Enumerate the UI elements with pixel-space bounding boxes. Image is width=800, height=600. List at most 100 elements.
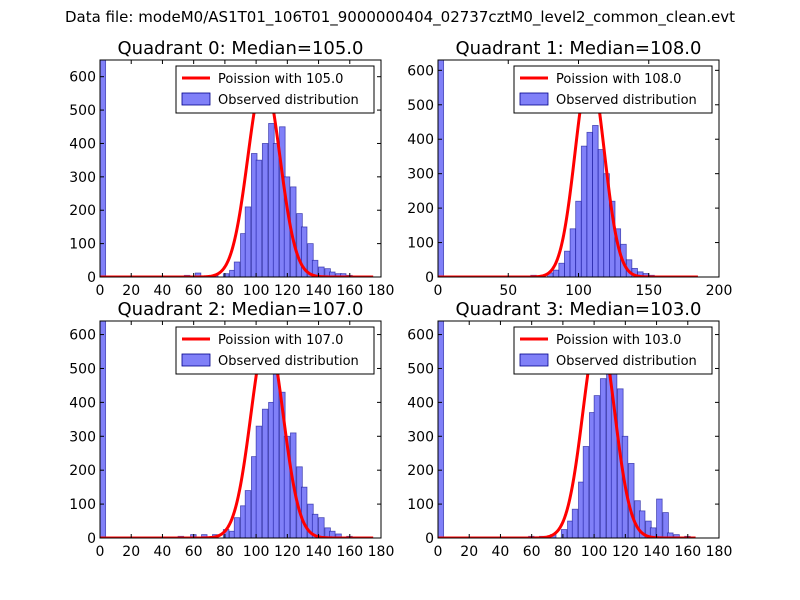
legend-bar-swatch [181,353,211,367]
x-tick-label: 140 [305,283,332,299]
histogram-bar [592,125,599,277]
panel-title: Quadrant 1: Median=108.0 [456,38,702,59]
histogram-bar [233,261,241,277]
histogram-bar [638,510,646,538]
y-tick-label: 600 [407,328,434,344]
legend-label-poisson: Poission with 103.0 [556,333,681,348]
x-tick-label: 160 [674,544,701,560]
y-tick-label: 0 [87,270,96,286]
histogram-bar [272,143,280,277]
histogram-bar [571,508,579,538]
x-tick-label: 0 [434,544,443,560]
x-tick-label: 20 [460,544,478,560]
x-tick-label: 100 [243,283,270,299]
histogram-bar [558,262,565,277]
histogram-bar [564,250,571,277]
histogram-bar [656,498,663,538]
y-tick-label: 300 [69,429,96,445]
histogram-bar [300,226,308,277]
x-tick-label: 200 [706,283,733,299]
x-tick-label: 100 [565,283,592,299]
legend-label-poisson: Poission with 108.0 [556,72,681,87]
panel-data [438,60,699,277]
y-tick-label: 100 [407,236,434,252]
x-tick-label: 50 [499,283,517,299]
histogram-bar [673,534,680,538]
x-tick-label: 140 [643,544,670,560]
histogram-bar [599,378,607,538]
histogram-bar [100,60,107,277]
y-tick-label: 400 [69,395,96,411]
y-tick-label: 500 [407,98,434,114]
histogram-bar [438,60,445,277]
x-tick-label: 40 [154,283,172,299]
histogram-bar [569,228,577,277]
histogram-bar [575,200,582,277]
x-tick-label: 180 [368,283,395,299]
y-tick-label: 100 [69,497,96,513]
y-tick-label: 0 [425,531,434,547]
y-tick-label: 600 [407,63,434,79]
histogram-bar [329,271,336,277]
histogram-bar [233,517,241,538]
x-tick-label: 40 [492,544,510,560]
histogram-bar [255,425,263,538]
y-tick-label: 300 [407,429,434,445]
axes-frame [99,320,382,539]
y-tick-label: 300 [407,167,434,183]
histogram-bar [586,131,593,277]
legend-label-poisson: Poission with 107.0 [218,333,343,348]
x-tick-label: 100 [243,544,270,560]
histogram-bar [597,149,605,277]
legend-label-observed: Observed distribution [556,354,697,369]
figure-suptitle: Data file: modeM0/AS1T01_106T01_90000004… [64,8,736,26]
histogram-bar [582,446,590,538]
histogram-bar [593,395,601,538]
x-tick-label: 120 [274,544,301,560]
y-tick-label: 500 [69,103,96,119]
x-tick-label: 0 [96,544,105,560]
x-tick-label: 150 [635,283,662,299]
legend-bar-swatch [519,353,549,367]
histogram-bar [318,266,325,277]
legend-label-observed: Observed distribution [218,354,359,369]
x-tick-label: 60 [185,283,203,299]
histogram-bar [261,143,269,277]
panel-data [438,321,697,538]
panel-quadrant-1: 0 50 100 150 200 0 100 200 300 400 500 600 Quadrant … [407,38,732,299]
y-tick-label: 0 [87,531,96,547]
y-tick-label: 200 [407,201,434,217]
histogram-bar [244,490,252,538]
poisson-curve [438,327,697,538]
y-tick-label: 500 [407,361,434,377]
y-tick-label: 500 [69,361,96,377]
y-tick-label: 400 [407,395,434,411]
histogram-bar [311,513,319,538]
histogram-bar [580,145,588,277]
panel-title: Quadrant 2: Median=107.0 [118,299,364,320]
y-tick-label: 300 [69,170,96,186]
y-tick-label: 400 [69,136,96,152]
histogram-bar [272,368,280,538]
x-tick-label: 40 [154,544,172,560]
legend-label-observed: Observed distribution [556,93,697,108]
legend-bar-swatch [181,92,211,106]
y-tick-label: 200 [69,203,96,219]
histogram-bar [667,532,674,538]
x-tick-label: 100 [581,544,608,560]
x-tick-label: 180 [368,544,395,560]
histogram-bar [255,159,263,277]
legend-label-observed: Observed distribution [218,93,359,108]
histogram-bar [261,408,269,538]
histogram-bar [244,206,252,277]
axes-frame [437,320,720,539]
x-tick-label: 0 [96,283,105,299]
x-tick-label: 80 [554,544,572,560]
x-tick-label: 160 [336,283,363,299]
histogram-bar [300,486,308,538]
histogram-bar [649,527,657,538]
histogram-bar [662,512,669,538]
panel-quadrant-3: 0 20 40 60 80 100 120 140 160 1800100200300400500… [407,299,732,560]
x-tick-label: 80 [216,283,234,299]
